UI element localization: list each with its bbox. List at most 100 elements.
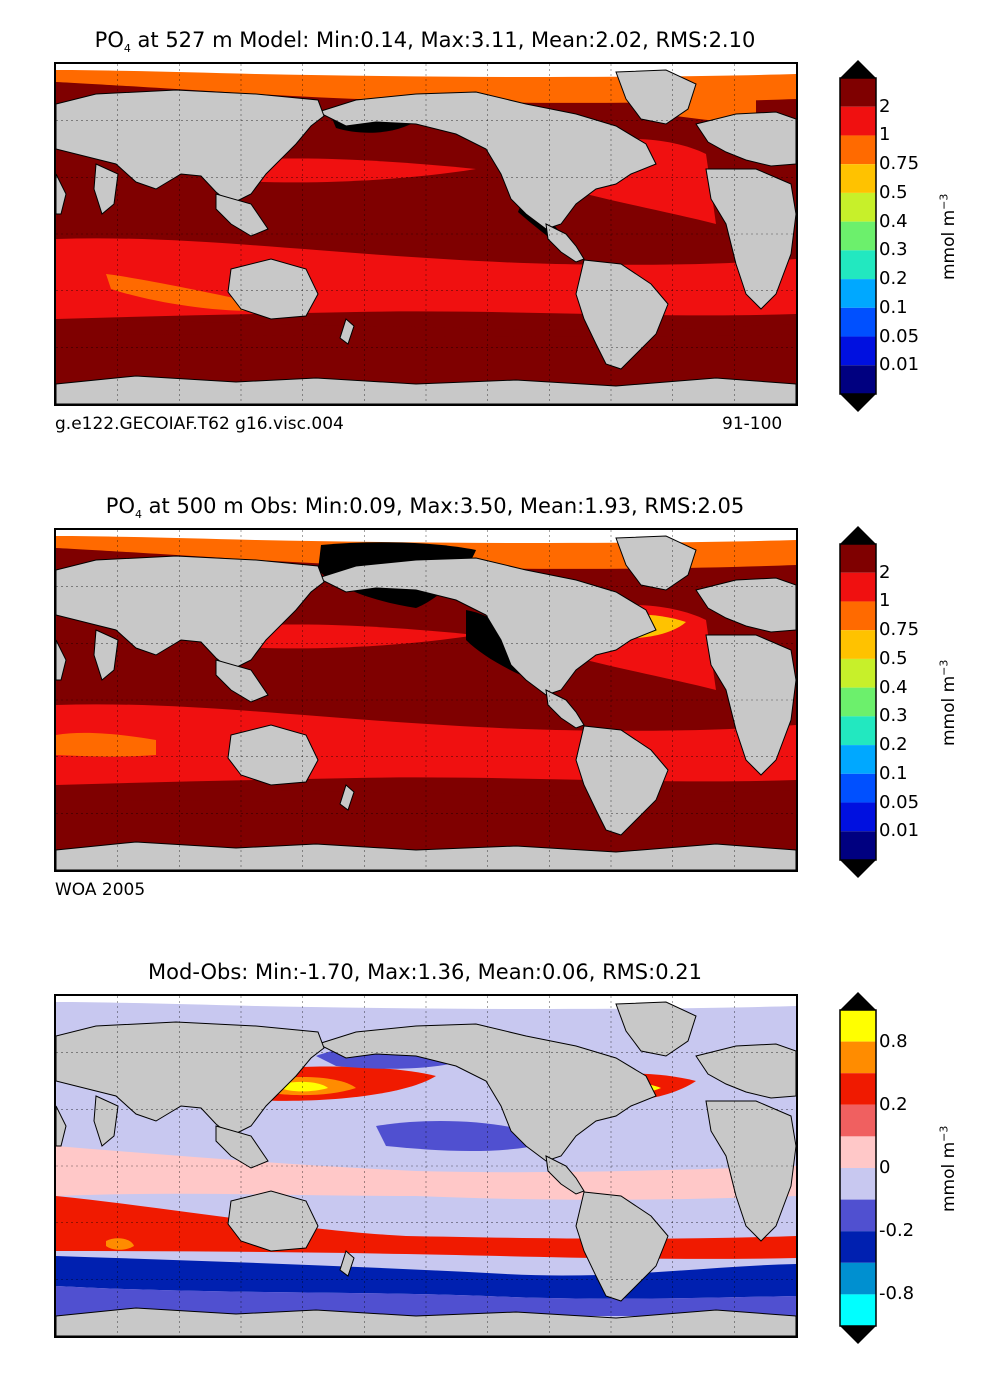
colorbar-unit: mmol m−3 xyxy=(937,659,960,747)
panel-title: PO4 at 527 m Model: Min:0.14, Max:3.11, … xyxy=(94,28,756,56)
colorbar-tick-label: 0.01 xyxy=(879,820,920,842)
land-se-asia xyxy=(215,193,269,237)
colorbar-tick-label: 0.4 xyxy=(879,210,908,232)
land-africa-west xyxy=(56,639,67,681)
source-label: WOA 2005 xyxy=(55,880,146,900)
map-model xyxy=(54,62,798,406)
colorbar-min-arrow xyxy=(840,394,876,412)
colorbar-segment xyxy=(840,1168,876,1200)
colorbar-segment xyxy=(840,716,876,746)
colorbar xyxy=(838,526,878,878)
run-label: g.e122.GECOIAF.T62 g16.visc.004 xyxy=(55,414,344,434)
land-africa-west xyxy=(56,173,67,215)
colorbar-segment xyxy=(840,135,876,165)
land-europe xyxy=(695,577,796,633)
land-greenland xyxy=(615,535,697,591)
land-north-america xyxy=(316,91,657,230)
colorbar-max-arrow xyxy=(840,992,876,1010)
map-canvas xyxy=(56,64,796,404)
colorbar-max-arrow xyxy=(840,60,876,78)
colorbar-segment xyxy=(840,1136,876,1168)
land-north-america xyxy=(316,1023,657,1162)
colorbar-segment xyxy=(840,78,876,107)
land-south-america xyxy=(575,1191,669,1302)
colorbar-segment xyxy=(840,1010,876,1042)
colorbar-min-arrow xyxy=(840,1326,876,1344)
land-africa xyxy=(705,1100,796,1242)
map-obs xyxy=(54,528,798,872)
colorbar xyxy=(838,992,878,1344)
land-central-america xyxy=(545,689,585,729)
colorbar-segment xyxy=(840,658,876,688)
colorbar-tick-label: 0.3 xyxy=(879,239,908,261)
colorbar-segment xyxy=(840,1199,876,1232)
colorbar-tick-label: 0.75 xyxy=(879,153,920,175)
land-south-america xyxy=(575,259,669,370)
land-europe xyxy=(695,1043,796,1099)
colorbar-segment xyxy=(840,164,876,193)
colorbar-canvas xyxy=(839,60,877,412)
colorbar-tick-label: 0.5 xyxy=(879,181,908,203)
colorbar-segment xyxy=(840,572,876,602)
land-se-asia xyxy=(215,1125,269,1169)
colorbar-tick-label: 0.05 xyxy=(879,325,920,347)
colorbar-tick-label: 0.05 xyxy=(879,791,920,813)
land-new-zealand xyxy=(339,318,355,345)
land-india xyxy=(93,163,119,215)
colorbar-tick-label: 0.2 xyxy=(879,1093,908,1115)
land-se-asia xyxy=(215,659,269,703)
colorbar-tick-label: 0.3 xyxy=(879,705,908,727)
colorbar-segment xyxy=(840,1073,876,1105)
colorbar-tick-label: 1 xyxy=(879,590,891,612)
land-greenland xyxy=(615,69,697,125)
colorbar-segment xyxy=(840,1104,876,1137)
colorbar-tick-label: 2 xyxy=(879,95,891,117)
colorbar-segment xyxy=(840,1294,876,1326)
colorbar-segment xyxy=(840,1262,876,1295)
land-africa xyxy=(705,634,796,776)
colorbar-tick-label: 0.4 xyxy=(879,676,908,698)
colorbar-tick-label: 0 xyxy=(879,1157,891,1178)
colorbar-segment xyxy=(840,250,876,280)
map-diff xyxy=(54,994,798,1338)
colorbar-segment xyxy=(840,630,876,659)
colorbar-segment xyxy=(840,365,876,394)
colorbar-segment xyxy=(840,1041,876,1074)
land-australia xyxy=(227,258,319,320)
panel-title: PO4 at 500 m Obs: Min:0.09, Max:3.50, Me… xyxy=(105,494,745,522)
colorbar-tick-label: 0.1 xyxy=(879,296,908,318)
colorbar-segment xyxy=(840,307,876,337)
colorbar-tick-label: 2 xyxy=(879,561,891,583)
colorbar-segment xyxy=(840,802,876,832)
colorbar-canvas xyxy=(839,992,877,1344)
positive-anomaly xyxy=(281,1081,328,1092)
land-central-america xyxy=(545,223,585,263)
positive-anomaly xyxy=(106,1238,134,1250)
colorbar-segment xyxy=(840,773,876,803)
low-region xyxy=(56,732,156,757)
colorbar-unit: mmol m−3 xyxy=(937,1125,960,1213)
colorbar-segment xyxy=(840,544,876,573)
land-india xyxy=(93,629,119,681)
land-south-america xyxy=(575,725,669,836)
map-canvas xyxy=(56,996,796,1336)
map-canvas xyxy=(56,530,796,870)
colorbar-tick-label: -0.8 xyxy=(879,1283,915,1305)
land-europe xyxy=(695,111,796,167)
colorbar-segment xyxy=(840,192,876,222)
colorbar-tick-label: 0.1 xyxy=(879,762,908,784)
colorbar-tick-label: 0.5 xyxy=(879,647,908,669)
land-central-america xyxy=(545,1155,585,1195)
colorbar-segment xyxy=(840,106,876,136)
land-africa xyxy=(705,168,796,310)
colorbar-tick-label: 0.2 xyxy=(879,734,908,756)
colorbar-frame xyxy=(839,77,877,395)
colorbar-tick-label: 0.2 xyxy=(879,268,908,290)
colorbar-segment xyxy=(840,687,876,717)
colorbar-unit: mmol m−3 xyxy=(937,193,960,281)
land-india xyxy=(93,1095,119,1147)
colorbar-frame xyxy=(839,543,877,861)
land-new-zealand xyxy=(339,1250,355,1277)
colorbar-segment xyxy=(840,336,876,366)
colorbar-tick-label: 0.8 xyxy=(879,1030,908,1052)
